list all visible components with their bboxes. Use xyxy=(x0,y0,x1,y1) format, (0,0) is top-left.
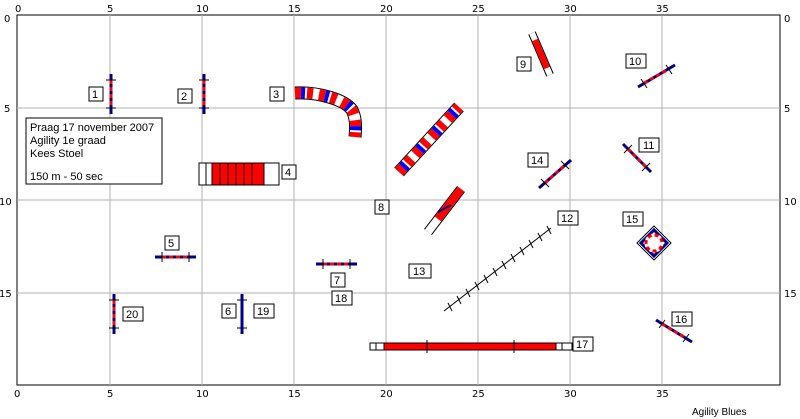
right-tick: 0 xyxy=(784,14,790,25)
label-11: 11 xyxy=(638,137,660,153)
label-1: 1 xyxy=(88,86,104,102)
info-line: 150 m - 50 sec xyxy=(30,171,103,183)
svg-text:4: 4 xyxy=(285,167,291,179)
svg-text:6: 6 xyxy=(225,306,231,318)
svg-text:13: 13 xyxy=(413,266,425,278)
info-line: Agility 1e graad xyxy=(30,135,106,147)
right-tick: 15 xyxy=(784,289,797,300)
right-tick: 10 xyxy=(784,197,797,208)
bottom-tick: 20 xyxy=(380,389,393,400)
label-13: 13 xyxy=(408,263,432,279)
left-tick: 5 xyxy=(4,104,10,115)
svg-text:8: 8 xyxy=(378,202,384,214)
info-line: Kees Stoel xyxy=(30,148,83,160)
label-19: 19 xyxy=(253,303,275,319)
svg-text:2: 2 xyxy=(181,91,187,103)
jump-20 xyxy=(109,294,119,334)
svg-text:17: 17 xyxy=(576,339,588,351)
top-tick: 35 xyxy=(656,4,669,15)
footer-credit: Agility Blues xyxy=(692,407,746,418)
tire-15 xyxy=(636,225,672,261)
jump-5 xyxy=(155,252,196,262)
bottom-tick: 15 xyxy=(288,389,301,400)
svg-text:5: 5 xyxy=(168,238,174,250)
label-16: 16 xyxy=(671,311,693,327)
svg-text:3: 3 xyxy=(273,89,279,101)
label-17: 17 xyxy=(572,336,594,352)
label-8: 8 xyxy=(374,199,390,215)
top-tick: 0 xyxy=(15,4,21,15)
svg-text:20: 20 xyxy=(126,309,138,321)
left-tick: 0 xyxy=(4,14,10,25)
collapsed-tunnel-4 xyxy=(198,162,280,186)
right-axis: 0 5 10 15 xyxy=(784,14,797,300)
info-line: Praag 17 november 2007 xyxy=(30,122,154,134)
bottom-tick: 25 xyxy=(472,389,485,400)
top-tick: 10 xyxy=(196,4,209,15)
label-12: 12 xyxy=(557,210,579,226)
svg-text:10: 10 xyxy=(629,56,641,68)
info-box-frame xyxy=(25,117,163,185)
label-6: 6 xyxy=(221,303,237,319)
label-7: 7 xyxy=(330,272,346,288)
straight-tunnel-8 xyxy=(394,102,464,177)
right-tick: 5 xyxy=(784,104,790,115)
label-18: 18 xyxy=(331,290,353,306)
left-tick: 10 xyxy=(0,197,12,208)
bottom-tick: 10 xyxy=(196,389,209,400)
label-15: 15 xyxy=(622,211,644,227)
svg-text:1: 1 xyxy=(92,89,98,101)
bottom-tick: 30 xyxy=(564,389,577,400)
bottom-tick: 35 xyxy=(656,389,669,400)
label-20: 20 xyxy=(122,306,144,322)
curved-tunnel-3 xyxy=(294,86,363,138)
svg-text:12: 12 xyxy=(561,213,573,225)
left-tick: 15 xyxy=(0,289,12,300)
top-tick: 5 xyxy=(107,4,113,15)
svg-text:9: 9 xyxy=(520,59,526,71)
svg-text:14: 14 xyxy=(531,155,543,167)
label-2: 2 xyxy=(177,88,193,104)
jump-1 xyxy=(106,74,116,114)
top-tick: 25 xyxy=(472,4,485,15)
svg-text:15: 15 xyxy=(626,214,638,226)
svg-text:19: 19 xyxy=(257,306,269,318)
seesaw-9 xyxy=(528,31,554,77)
top-tick: 30 xyxy=(564,4,577,15)
svg-text:18: 18 xyxy=(335,293,347,305)
label-14: 14 xyxy=(527,152,549,168)
top-axis: 0 5 10 15 20 25 30 35 xyxy=(15,4,669,15)
left-axis: 0 5 10 15 xyxy=(0,14,12,300)
bottom-tick: 0 xyxy=(14,389,20,400)
jump-2 xyxy=(199,74,209,114)
jump-14 xyxy=(538,158,572,190)
label-4: 4 xyxy=(281,164,297,180)
label-5: 5 xyxy=(164,235,180,251)
weave-poles-12 xyxy=(443,225,552,312)
course-info-box: Praag 17 november 2007 Agility 1e graad … xyxy=(25,117,163,185)
jump-16 xyxy=(655,318,693,344)
label-9: 9 xyxy=(516,56,532,72)
svg-text:7: 7 xyxy=(334,275,340,287)
label-3: 3 xyxy=(269,86,285,102)
svg-text:16: 16 xyxy=(675,314,687,326)
top-tick: 20 xyxy=(380,4,393,15)
obstacle-labels: 1 2 3 4 5 6 7 8 9 10 11 12 13 14 15 16 1… xyxy=(88,53,693,352)
bottom-tick: 5 xyxy=(107,389,113,400)
dog-walk-17 xyxy=(369,340,573,353)
label-10: 10 xyxy=(625,53,647,69)
bottom-axis: 0 5 10 15 20 25 30 35 xyxy=(14,389,669,400)
svg-text:11: 11 xyxy=(643,140,654,152)
top-tick: 15 xyxy=(288,4,301,15)
jump-11 xyxy=(621,142,653,174)
jump-10 xyxy=(637,63,676,89)
jump-crossing-8 xyxy=(424,185,465,236)
jump-7 xyxy=(316,259,357,269)
